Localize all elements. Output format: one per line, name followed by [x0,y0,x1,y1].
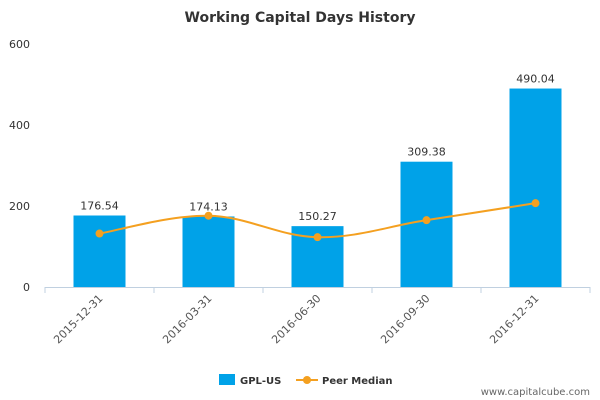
legend-swatch-gpl-us [219,374,235,385]
peer-median-point [313,233,322,242]
peer-median-series [95,199,540,242]
bar-data-labels: 176.54 174.13 150.27 309.38 490.04 [80,73,555,224]
bar [182,216,235,287]
bar-data-label: 150.27 [298,210,337,223]
bar-data-label: 309.38 [407,146,446,159]
bar [400,161,453,287]
bar-series [73,88,562,287]
x-tick-label: 2016-12-31 [487,292,541,346]
bar-data-label: 490.04 [516,73,555,86]
bar-data-label: 176.54 [80,200,119,213]
y-tick-label: 600 [9,38,30,51]
y-tick-label: 400 [9,119,30,132]
bar-data-label: 174.13 [189,200,228,213]
peer-median-point [204,211,213,220]
legend: GPL-US Peer Median [219,374,393,387]
x-tick-label: 2016-06-30 [269,292,323,346]
y-axis-ticks: 0 200 400 600 [9,38,30,294]
peer-median-point [422,216,431,225]
x-tick-label: 2015-12-31 [51,292,105,346]
bar [73,215,126,287]
peer-median-point [95,229,104,238]
bar [509,88,562,287]
watermark: www.capitalcube.com [481,387,590,398]
legend-label-gpl-us: GPL-US [240,376,281,387]
peer-median-point [531,199,540,208]
y-tick-label: 0 [23,281,30,294]
x-axis-ticks: 2015-12-31 2016-03-31 2016-06-30 2016-09-30… [44,287,591,346]
legend-label-peer-median: Peer Median [322,376,393,387]
chart-title: Working Capital Days History [185,10,416,26]
legend-swatch-peer-median-dot [303,376,311,384]
y-tick-label: 200 [9,200,30,213]
x-tick-label: 2016-09-30 [378,292,432,346]
x-tick-label: 2016-03-31 [160,292,214,346]
